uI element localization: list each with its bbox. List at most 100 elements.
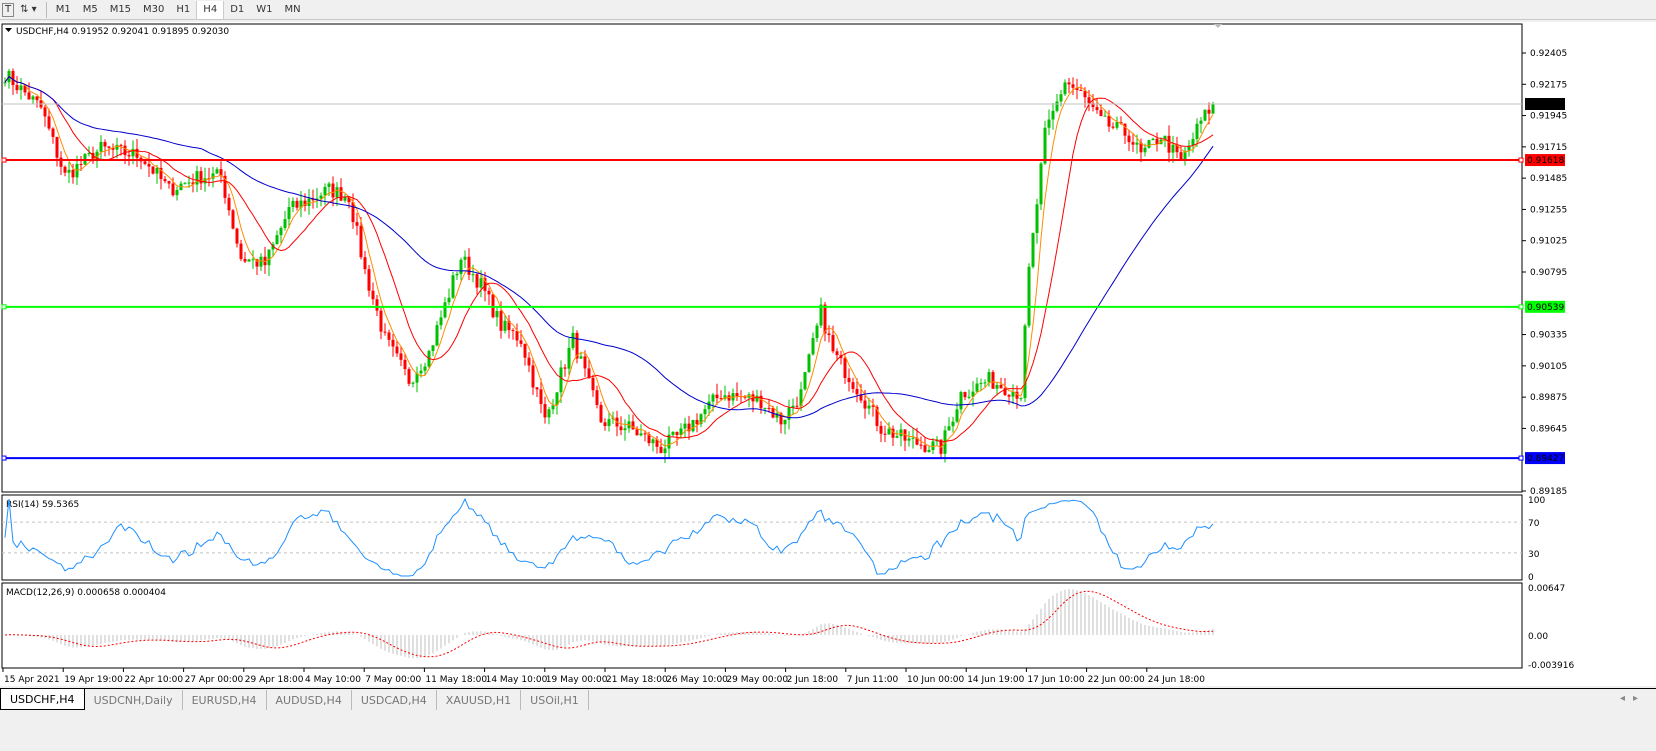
candle-body bbox=[1003, 388, 1007, 396]
candle-body bbox=[151, 166, 155, 174]
timeframe-m15[interactable]: M15 bbox=[109, 4, 132, 15]
candle-body bbox=[1107, 115, 1111, 127]
candle-body bbox=[123, 145, 127, 156]
candle-body bbox=[947, 426, 951, 431]
candle-body bbox=[211, 173, 215, 179]
candle-body bbox=[895, 436, 899, 438]
candle-body bbox=[1043, 127, 1047, 164]
candle-body bbox=[243, 258, 247, 262]
candle-body bbox=[491, 294, 495, 318]
chart-tab[interactable]: USDCHF,H4 bbox=[0, 689, 85, 710]
candle-body bbox=[563, 367, 567, 369]
text-tool-icon[interactable]: T bbox=[2, 2, 15, 17]
time-label: 14 Jun 19:00 bbox=[967, 675, 1024, 685]
level-price-tag bbox=[1525, 300, 1565, 313]
timeframe-w1[interactable]: W1 bbox=[256, 4, 273, 15]
level-handle bbox=[1, 157, 7, 163]
candle-body bbox=[847, 377, 851, 383]
candle-body bbox=[195, 171, 199, 185]
candle-body bbox=[1155, 138, 1159, 145]
chart-shift-marker-icon bbox=[1214, 24, 1222, 28]
candle-body bbox=[1051, 110, 1055, 120]
candle-body bbox=[379, 310, 383, 332]
timeframe-d1[interactable]: D1 bbox=[230, 4, 245, 15]
candle-body bbox=[1143, 147, 1147, 153]
candle-body bbox=[387, 332, 391, 340]
chart-tab[interactable]: USDCNH,Daily bbox=[85, 690, 183, 710]
time-label: 26 May 10:00 bbox=[666, 675, 728, 685]
candle-body bbox=[107, 146, 111, 148]
candle-body bbox=[335, 187, 339, 198]
candle-body bbox=[1023, 325, 1027, 399]
price-tick-label: 0.91025 bbox=[1530, 237, 1567, 247]
candle-body bbox=[439, 317, 443, 326]
time-label: 14 May 10:00 bbox=[486, 675, 548, 685]
candle-body bbox=[443, 302, 447, 318]
timeframe-mn[interactable]: MN bbox=[284, 4, 301, 15]
candle-body bbox=[1087, 97, 1091, 104]
candle-body bbox=[867, 405, 871, 409]
draw-tools-dropdown-icon[interactable]: ⇅ ▾ bbox=[20, 4, 37, 15]
candle-body bbox=[667, 434, 671, 449]
price-tick-label: 0.89875 bbox=[1530, 393, 1567, 403]
timeframe-h4[interactable]: H4 bbox=[196, 0, 225, 19]
timeframe-h1[interactable]: H1 bbox=[176, 4, 191, 15]
candle-body bbox=[639, 433, 643, 436]
candle-body bbox=[279, 227, 283, 236]
chart-tab[interactable]: XAUUSD,H1 bbox=[437, 690, 522, 710]
candle-body bbox=[351, 202, 355, 223]
candle-body bbox=[463, 256, 467, 260]
candle-body bbox=[607, 419, 611, 427]
candle-body bbox=[1047, 119, 1051, 128]
candle-body bbox=[963, 392, 967, 398]
candle-body bbox=[1175, 144, 1179, 153]
candle-body bbox=[175, 189, 179, 196]
price-tick-label: 0.91485 bbox=[1530, 174, 1567, 184]
candle-body bbox=[687, 423, 691, 432]
chart-tab[interactable]: EURUSD,H4 bbox=[183, 690, 267, 710]
candle-body bbox=[159, 167, 163, 180]
candle-body bbox=[67, 169, 71, 173]
candle-body bbox=[1131, 142, 1135, 145]
time-label: 22 Jun 00:00 bbox=[1088, 675, 1145, 685]
macd-tick-label: 0.00647 bbox=[1528, 584, 1565, 594]
current-price-label: 0.92030 bbox=[1527, 100, 1564, 110]
chart-tab[interactable]: USOil,H1 bbox=[521, 690, 589, 710]
level-price-tag bbox=[1525, 154, 1565, 167]
level-price-label: 0.91618 bbox=[1527, 156, 1564, 166]
timeframe-m5[interactable]: M5 bbox=[82, 4, 98, 15]
candle-body bbox=[887, 428, 891, 435]
candle-body bbox=[203, 178, 207, 184]
candle-body bbox=[227, 197, 231, 211]
candle-body bbox=[575, 332, 579, 359]
candle-body bbox=[679, 428, 683, 436]
candle-body bbox=[251, 259, 255, 261]
candle-body bbox=[1055, 101, 1059, 111]
tab-scroll-arrows[interactable]: ◂▸ bbox=[1620, 693, 1646, 704]
candle-body bbox=[255, 259, 259, 267]
chart-window[interactable]: USDCHF,H4 0.91952 0.92041 0.91895 0.9203… bbox=[0, 22, 1656, 686]
chart-tab[interactable]: AUDUSD,H4 bbox=[267, 690, 352, 710]
candle-body bbox=[1059, 94, 1063, 102]
macd-tick-label: -0.003916 bbox=[1528, 661, 1574, 671]
timeframe-m1[interactable]: M1 bbox=[55, 4, 71, 15]
level-price-tag bbox=[1525, 452, 1565, 465]
candle-body bbox=[287, 207, 291, 220]
candle-body bbox=[763, 407, 767, 409]
chart-tab[interactable]: USDCAD,H4 bbox=[352, 690, 437, 710]
ma-mid-line bbox=[4, 75, 1214, 443]
candle-body bbox=[91, 152, 95, 162]
candle-body bbox=[187, 182, 191, 184]
timeframe-m30[interactable]: M30 bbox=[143, 4, 165, 15]
candle-body bbox=[1067, 82, 1071, 85]
candle-body bbox=[163, 179, 167, 182]
candle-body bbox=[1127, 135, 1131, 143]
candle-body bbox=[219, 169, 223, 176]
scroll-right-icon[interactable]: ▸ bbox=[1632, 693, 1646, 704]
candle-body bbox=[87, 152, 91, 155]
scroll-left-icon[interactable]: ◂ bbox=[1619, 693, 1633, 704]
chart-canvas[interactable]: USDCHF,H4 0.91952 0.92041 0.91895 0.9203… bbox=[0, 22, 1656, 686]
candle-body bbox=[495, 311, 499, 318]
macd-signal-line bbox=[4, 590, 1214, 658]
candle-body bbox=[519, 340, 523, 344]
